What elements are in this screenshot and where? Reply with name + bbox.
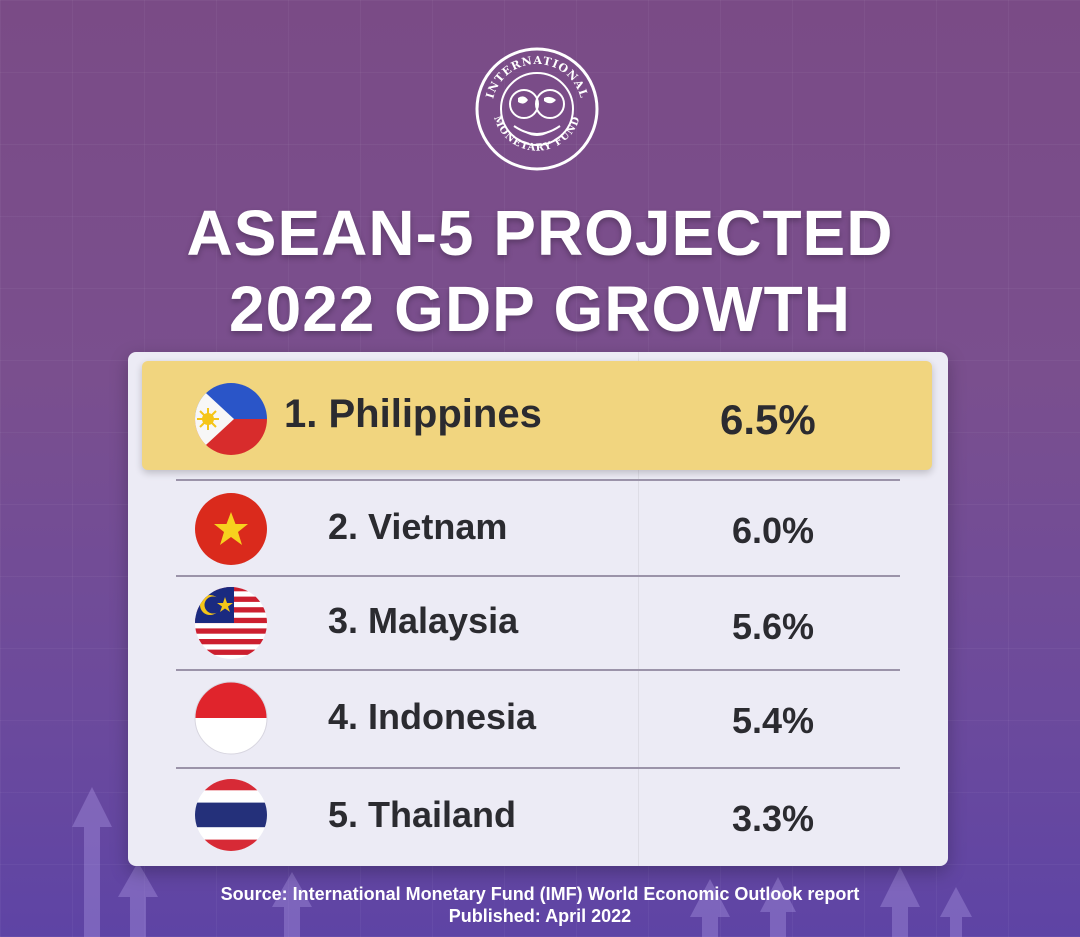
thailand-flag-icon xyxy=(195,779,267,851)
growth-value: 5.6% xyxy=(732,606,815,647)
country-name: 2. Vietnam xyxy=(328,506,508,547)
malaysia-flag-icon xyxy=(195,587,267,659)
growth-value: 6.5% xyxy=(720,396,816,443)
highlight-bar xyxy=(142,361,932,470)
country-name: 1. Philippines xyxy=(284,392,542,436)
row-separator xyxy=(176,575,900,577)
growth-value: 3.3% xyxy=(732,798,815,839)
growth-value: 5.4% xyxy=(732,700,815,741)
row-separator xyxy=(176,669,900,671)
table-row: 5. Thailand 3.3% xyxy=(0,768,1080,864)
title-line-1: ASEAN-5 PROJECTED xyxy=(186,197,894,269)
table-row: 2. Vietnam 6.0% xyxy=(0,480,1080,576)
growth-value: 6.0% xyxy=(732,510,815,551)
source-line-2: Published: April 2022 xyxy=(448,906,632,926)
table-row: 1. Philippines 6.5% xyxy=(0,366,1080,462)
table-row: 4. Indonesia 5.4% xyxy=(0,670,1080,766)
source-line-1: Source: International Monetary Fund (IMF… xyxy=(220,884,860,904)
background-arrows xyxy=(72,787,972,937)
imf-seal-icon: INTERNATIONAL MONETARY FUND xyxy=(475,47,599,171)
row-separator xyxy=(176,767,900,769)
table-row: 3. Malaysia 5.6% xyxy=(0,576,1080,672)
row-separator xyxy=(176,479,900,481)
country-name: 4. Indonesia xyxy=(328,696,537,737)
country-name: 5. Thailand xyxy=(328,794,517,835)
country-name: 3. Malaysia xyxy=(328,600,519,641)
card-column-divider xyxy=(638,352,639,866)
vietnam-flag-icon xyxy=(195,493,267,565)
title-line-2: 2022 GDP GROWTH xyxy=(229,273,851,345)
indonesia-flag-icon xyxy=(194,681,268,755)
philippines-flag-icon xyxy=(195,383,267,455)
